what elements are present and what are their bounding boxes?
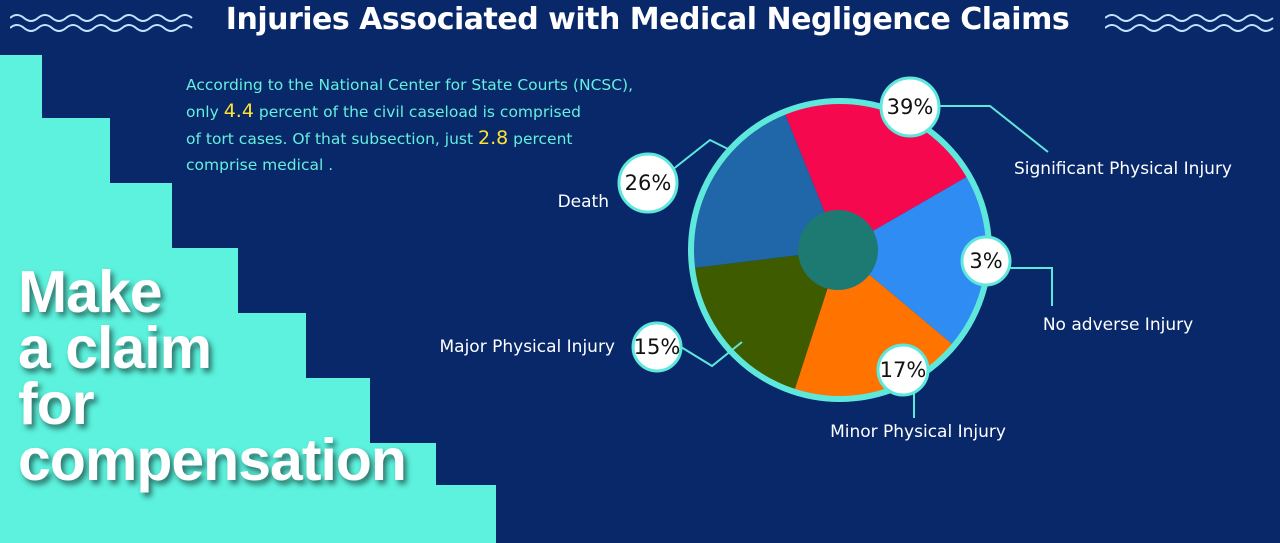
percent-bubble-significant-physical-injury — [879, 76, 941, 138]
cta-line-3: for — [18, 371, 95, 437]
wave-decoration-right — [1105, 14, 1274, 32]
intro-line-3-pre: of tort cases. Of that subsection, just — [186, 130, 478, 148]
category-label-no-adverse-injury: No adverse Injury — [1043, 315, 1193, 335]
percent-label-significant-physical-injury: 39% — [887, 95, 934, 119]
pie-slice-major-physical-injury — [694, 250, 840, 390]
category-label-significant-physical-injury: Significant Physical Injury — [1014, 159, 1232, 179]
intro-line-2-pre: only — [186, 103, 224, 121]
callout-line-no-adverse-injury — [1008, 267, 1053, 306]
highlight-tort-percent: 4.4 — [223, 100, 254, 122]
pie-slice-death — [693, 113, 840, 268]
intro-line-3-post: percent — [508, 130, 573, 148]
call-to-action: Make a claim for compensation — [18, 259, 407, 493]
cta-line-1: Make — [18, 259, 163, 325]
intro-line-1: According to the National Center for Sta… — [186, 76, 634, 94]
callout-line-death — [671, 138, 731, 171]
percent-bubble-no-adverse-injury — [960, 235, 1012, 287]
percent-label-major-physical-injury: 15% — [634, 335, 681, 359]
percent-label-no-adverse-injury: 3% — [969, 249, 1002, 273]
pie-center-circle — [798, 210, 878, 290]
intro-line-3: of tort cases. Of that subsection, just … — [186, 125, 666, 152]
percent-label-minor-physical-injury: 17% — [880, 358, 927, 382]
category-label-major-physical-injury: Major Physical Injury — [440, 337, 616, 357]
wave-decoration-left — [10, 14, 193, 32]
intro-line-2-post: percent of the civil caseload is compris… — [253, 103, 581, 121]
percent-label-death: 26% — [625, 171, 672, 195]
percent-bubble-minor-physical-injury — [876, 343, 930, 397]
percent-bubble-death — [617, 152, 679, 214]
category-label-minor-physical-injury: Minor Physical Injury — [830, 422, 1006, 442]
callout-line-significant-physical-injury — [938, 105, 1049, 153]
intro-line-2: only 4.4 percent of the civil caseload i… — [186, 98, 666, 125]
category-label-death: Death — [558, 192, 609, 212]
intro-text: According to the National Center for Sta… — [186, 72, 666, 178]
intro-line-4: comprise medical . — [186, 156, 334, 174]
cta-line-2: a claim — [18, 315, 212, 381]
percent-bubble-major-physical-injury — [631, 321, 683, 373]
callout-line-major-physical-injury — [680, 341, 743, 368]
pie-slice-no-adverse-injury — [840, 176, 987, 345]
cta-line-4: compensation — [18, 427, 407, 493]
page-title: Injuries Associated with Medical Neglige… — [225, 2, 1070, 37]
highlight-medical-percent: 2.8 — [477, 127, 509, 149]
